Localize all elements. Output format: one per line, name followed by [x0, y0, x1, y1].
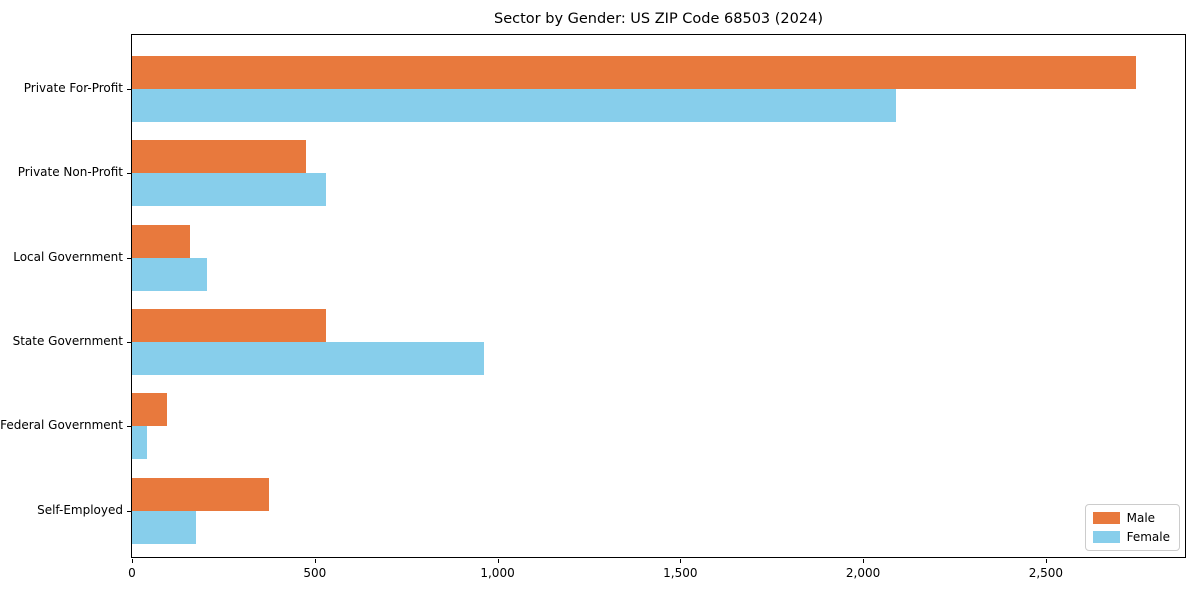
x-tick-mark — [863, 559, 865, 563]
y-tick-label-federal-government: Federal Government — [0, 418, 123, 433]
bar-male-federal-government — [132, 393, 168, 427]
y-tick-label-private-non-profit: Private Non-Profit — [17, 165, 123, 180]
y-tick-label-local-government: Local Government — [13, 249, 123, 264]
y-tick-mark — [127, 89, 132, 90]
legend-swatch-female — [1092, 531, 1120, 543]
bar-male-private-non-profit — [132, 140, 306, 174]
x-tick-mark — [132, 559, 133, 563]
y-tick-mark — [127, 257, 132, 259]
x-tick-label-2000: 2,000 — [845, 566, 881, 580]
x-tick-mark — [680, 559, 682, 563]
legend-swatch-male — [1092, 512, 1120, 524]
y-tick-mark — [127, 173, 132, 175]
y-tick-label-self-employed: Self-Employed — [37, 502, 123, 517]
bar-male-private-for-profit — [132, 56, 1136, 89]
y-tick-mark — [127, 510, 132, 512]
bar-female-private-non-profit — [132, 173, 326, 207]
legend-entry-male: Male — [1092, 511, 1170, 525]
bar-male-self-employed — [132, 477, 270, 511]
bar-female-private-for-profit — [132, 89, 896, 122]
bar-male-state-government — [132, 308, 326, 342]
y-tick-label-private-for-profit: Private For-Profit — [23, 81, 123, 95]
legend-label-female: Female — [1126, 530, 1170, 544]
x-tick-label-2500: 2,500 — [1028, 566, 1064, 580]
plot-area: Male Female Private For-Profit Private No… — [0, 34, 1186, 580]
y-tick-mark — [127, 426, 132, 428]
y-tick-mark — [127, 341, 132, 343]
bar-female-state-government — [132, 341, 485, 375]
x-tick-label-1500: 1,500 — [663, 566, 698, 580]
chart-title: Sector by Gender: US ZIP Code 68503 (202… — [494, 11, 823, 27]
bar-female-local-government — [132, 257, 207, 291]
x-tick-label-1000: 1,000 — [480, 566, 515, 580]
bar-female-self-employed — [132, 510, 196, 544]
bar-female-federal-government — [132, 426, 147, 460]
x-tick-label-500: 500 — [303, 566, 327, 580]
x-tick-mark — [1045, 559, 1047, 563]
x-tick-label-0: 0 — [128, 566, 136, 580]
x-tick-mark — [314, 559, 316, 563]
y-tick-label-state-government: State Government — [12, 333, 123, 348]
legend-entry-female: Female — [1092, 530, 1170, 544]
x-tick-mark — [497, 559, 499, 563]
legend-label-male: Male — [1126, 511, 1156, 525]
bar-male-local-government — [132, 224, 191, 258]
legend: Male Female — [1084, 504, 1180, 551]
